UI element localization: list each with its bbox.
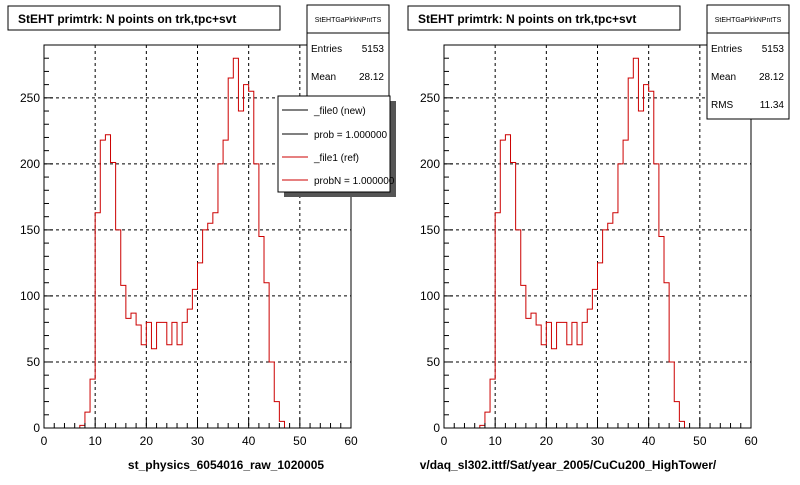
left-title-box <box>7 5 281 31</box>
left-histogram-series-0 <box>44 57 300 429</box>
left-x-tick-label: 40 <box>242 434 256 448</box>
legend-label-prob: prob = 1.000000 <box>314 130 388 141</box>
right-x-tick-label: 20 <box>540 434 554 448</box>
legend-box <box>277 95 391 193</box>
right-stats-entries-value: 5153 <box>762 44 785 55</box>
left-x-tick-label: 50 <box>293 434 307 448</box>
right-x-tick-label: 40 <box>642 434 656 448</box>
left-stats-mean-label: Mean <box>311 72 336 83</box>
left-x-tick-label: 10 <box>88 434 102 448</box>
right-stats-box: StEHTGaPlrkNPntTS Entries 5153 Mean 28.1… <box>706 4 790 120</box>
right-stats-rms-value: 11.34 <box>760 100 785 111</box>
right-panel: StEHT primtrk: N points on trk,tpc+svt 0… <box>407 4 790 472</box>
right-y-tick-label: 250 <box>420 91 440 105</box>
right-stats-mean-value: 28.12 <box>759 72 784 83</box>
legend-label-new: _file0 (new) <box>313 106 366 117</box>
right-x-tick-label: 0 <box>441 434 448 448</box>
right-x-tick-label: 60 <box>744 434 758 448</box>
right-x-tick-label: 30 <box>591 434 605 448</box>
left-y-tick-label: 150 <box>20 223 40 237</box>
right-histogram-series-0 <box>444 57 700 429</box>
left-legend: _file0 (new) prob = 1.000000 _file1 (ref… <box>277 95 396 197</box>
left-y-tick-label: 200 <box>20 157 40 171</box>
left-x-axis: 0 10 20 30 40 50 60 <box>41 418 358 448</box>
right-y-tick-label: 150 <box>420 223 440 237</box>
left-series <box>44 57 300 429</box>
right-stats-mean-label: Mean <box>711 72 736 83</box>
legend-label-ref: _file1 (ref) <box>313 153 359 164</box>
left-x-tick-label: 60 <box>344 434 358 448</box>
left-x-tick-label: 30 <box>191 434 205 448</box>
left-y-tick-label: 50 <box>27 355 41 369</box>
left-panel: StEHT primtrk: N points on trk,tpc+svt 0… <box>7 4 396 472</box>
right-title-box <box>407 5 681 31</box>
right-y-tick-label: 100 <box>420 289 440 303</box>
right-x-tick-label: 10 <box>488 434 502 448</box>
left-stats-entries-label: Entries <box>311 44 342 55</box>
right-stats-rms-label: RMS <box>711 100 734 111</box>
left-stats-entries-value: 5153 <box>362 44 385 55</box>
right-stats-header: StEHTGaPlrkNPntTS <box>715 17 782 24</box>
right-series <box>444 57 700 429</box>
left-y-tick-label: 100 <box>20 289 40 303</box>
right-y-tick-label: 200 <box>420 157 440 171</box>
left-x-tick-label: 20 <box>140 434 154 448</box>
left-stats-box: StEHTGaPlrkNPntTS Entries 5153 Mean 28.1… <box>306 4 390 98</box>
right-title: StEHT primtrk: N points on trk,tpc+svt <box>418 12 636 26</box>
right-y-tick-label: 50 <box>427 355 441 369</box>
left-x-tick-label: 0 <box>41 434 48 448</box>
left-y-axis: 0 50 100 150 200 250 <box>20 44 53 435</box>
left-y-tick-label: 0 <box>33 421 40 435</box>
left-title: StEHT primtrk: N points on trk,tpc+svt <box>18 12 236 26</box>
left-y-tick-label: 250 <box>20 91 40 105</box>
right-y-axis: 0 50 100 150 200 250 <box>420 44 453 435</box>
right-x-axis: 0 10 20 30 40 50 60 <box>441 418 758 448</box>
left-stats-mean-value: 28.12 <box>359 72 384 83</box>
legend-label-probn: probN = 1.000000 <box>314 176 395 187</box>
left-x-label: st_physics_6054016_raw_1020005 <box>128 458 324 472</box>
left-stats-header: StEHTGaPlrkNPntTS <box>315 17 382 24</box>
right-grid <box>444 45 751 428</box>
right-y-tick-label: 0 <box>433 421 440 435</box>
right-x-label: v/daq_sl302.ittf/Sat/year_2005/CuCu200_H… <box>420 458 717 472</box>
right-x-tick-label: 50 <box>693 434 707 448</box>
right-stats-entries-label: Entries <box>711 44 742 55</box>
